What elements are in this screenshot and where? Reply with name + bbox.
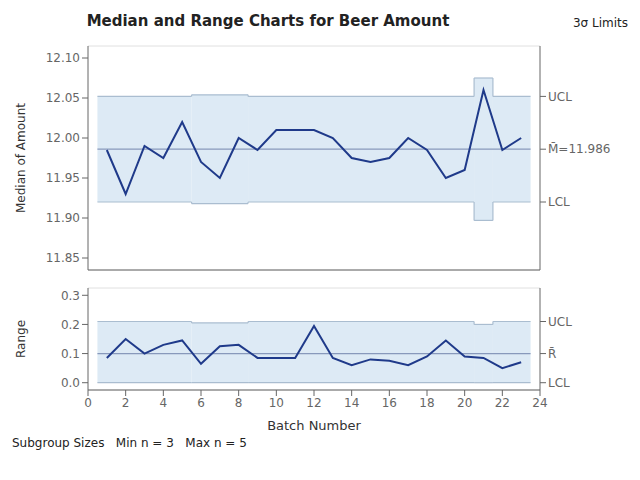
svg-text:12: 12 (306, 396, 321, 410)
svg-text:8: 8 (235, 396, 243, 410)
svg-text:Batch Number: Batch Number (267, 418, 361, 432)
svg-text:12.00: 12.00 (46, 131, 80, 145)
svg-text:LCL: LCL (548, 376, 570, 390)
svg-text:6: 6 (197, 396, 205, 410)
svg-text:M̄=11.986: M̄=11.986 (548, 142, 610, 156)
html-text:Median and Range Charts for Be: Median and Range Charts for Beer Amount (86, 12, 450, 30)
svg-text:11.90: 11.90 (46, 211, 80, 225)
svg-text:22: 22 (495, 396, 510, 410)
svg-text:12.05: 12.05 (46, 91, 80, 105)
svg-text:16: 16 (382, 396, 397, 410)
svg-text:0.0: 0.0 (61, 376, 80, 390)
svg-text:R̄: R̄ (548, 347, 556, 361)
svg-text:0.3: 0.3 (61, 289, 80, 303)
svg-text:UCL: UCL (548, 315, 572, 329)
svg-text:10: 10 (269, 396, 284, 410)
svg-text:12.10: 12.10 (46, 51, 80, 65)
html-text:Subgroup Sizes Min n = 3 Max n: Subgroup Sizes Min n = 3 Max n = 5 (12, 436, 247, 450)
svg-text:0: 0 (84, 396, 92, 410)
svg-text:LCL: LCL (548, 195, 570, 209)
svg-text:0.1: 0.1 (61, 347, 80, 361)
svg-text:Median of Amount: Median of Amount (14, 103, 28, 213)
svg-text:18: 18 (419, 396, 434, 410)
svg-text:11.85: 11.85 (46, 251, 80, 265)
svg-text:24: 24 (532, 396, 547, 410)
html-text:3σ Limits: 3σ Limits (572, 16, 628, 30)
svg-text:11.95: 11.95 (46, 171, 80, 185)
svg-text:20: 20 (457, 396, 472, 410)
svg-text:2: 2 (122, 396, 130, 410)
svg-text:14: 14 (344, 396, 359, 410)
svg-text:4: 4 (160, 396, 168, 410)
svg-text:0.2: 0.2 (61, 318, 80, 332)
svg-text:UCL: UCL (548, 90, 572, 104)
svg-text:Range: Range (14, 320, 28, 358)
